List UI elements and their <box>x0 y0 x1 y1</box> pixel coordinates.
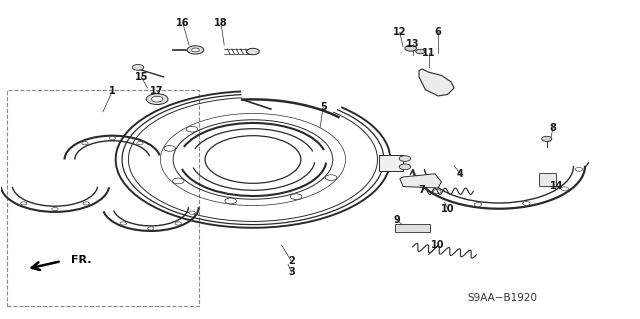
Circle shape <box>416 49 425 54</box>
Text: 16: 16 <box>176 18 189 28</box>
Circle shape <box>541 136 552 141</box>
Text: 17: 17 <box>150 86 164 96</box>
Circle shape <box>187 46 204 54</box>
Text: 10: 10 <box>431 240 445 250</box>
Circle shape <box>561 187 568 191</box>
Circle shape <box>189 211 195 214</box>
Circle shape <box>20 202 27 205</box>
Circle shape <box>147 94 168 105</box>
Circle shape <box>291 194 302 199</box>
Text: 7: 7 <box>419 185 426 195</box>
Circle shape <box>175 222 182 225</box>
Polygon shape <box>419 69 454 96</box>
Text: 6: 6 <box>435 27 442 37</box>
Circle shape <box>120 222 127 225</box>
Circle shape <box>148 227 154 230</box>
Text: 15: 15 <box>134 72 148 82</box>
Circle shape <box>246 48 259 55</box>
FancyBboxPatch shape <box>396 224 430 232</box>
Circle shape <box>82 142 88 145</box>
Circle shape <box>225 198 236 204</box>
Text: 8: 8 <box>550 123 557 133</box>
Text: 14: 14 <box>550 182 563 191</box>
Circle shape <box>575 167 583 171</box>
Circle shape <box>205 136 301 183</box>
Text: FR.: FR. <box>71 255 92 264</box>
Text: 12: 12 <box>393 27 406 37</box>
Circle shape <box>83 202 90 205</box>
Circle shape <box>399 156 411 161</box>
FancyBboxPatch shape <box>379 155 403 171</box>
Text: 11: 11 <box>422 48 435 58</box>
Text: S9AA−B1920: S9AA−B1920 <box>467 293 537 303</box>
Circle shape <box>186 126 198 132</box>
Circle shape <box>109 137 116 140</box>
FancyBboxPatch shape <box>539 173 556 186</box>
Text: 18: 18 <box>214 18 228 28</box>
Circle shape <box>52 207 58 211</box>
Circle shape <box>173 178 184 184</box>
Circle shape <box>325 175 337 181</box>
Circle shape <box>433 190 441 194</box>
Circle shape <box>137 142 143 145</box>
Circle shape <box>191 48 199 52</box>
Text: 1: 1 <box>109 86 116 96</box>
Circle shape <box>474 203 482 206</box>
Text: 3: 3 <box>288 267 294 277</box>
Text: 2: 2 <box>288 256 294 266</box>
Text: 13: 13 <box>406 39 419 48</box>
Circle shape <box>399 164 411 170</box>
Text: 4: 4 <box>457 169 464 179</box>
Circle shape <box>152 96 163 102</box>
Text: 9: 9 <box>393 215 400 225</box>
Text: 10: 10 <box>441 204 454 214</box>
Circle shape <box>405 46 417 51</box>
Circle shape <box>164 145 175 151</box>
Circle shape <box>522 202 530 205</box>
Bar <box>7 90 198 306</box>
Circle shape <box>132 64 144 70</box>
Polygon shape <box>400 174 442 188</box>
Text: 5: 5 <box>320 102 326 112</box>
